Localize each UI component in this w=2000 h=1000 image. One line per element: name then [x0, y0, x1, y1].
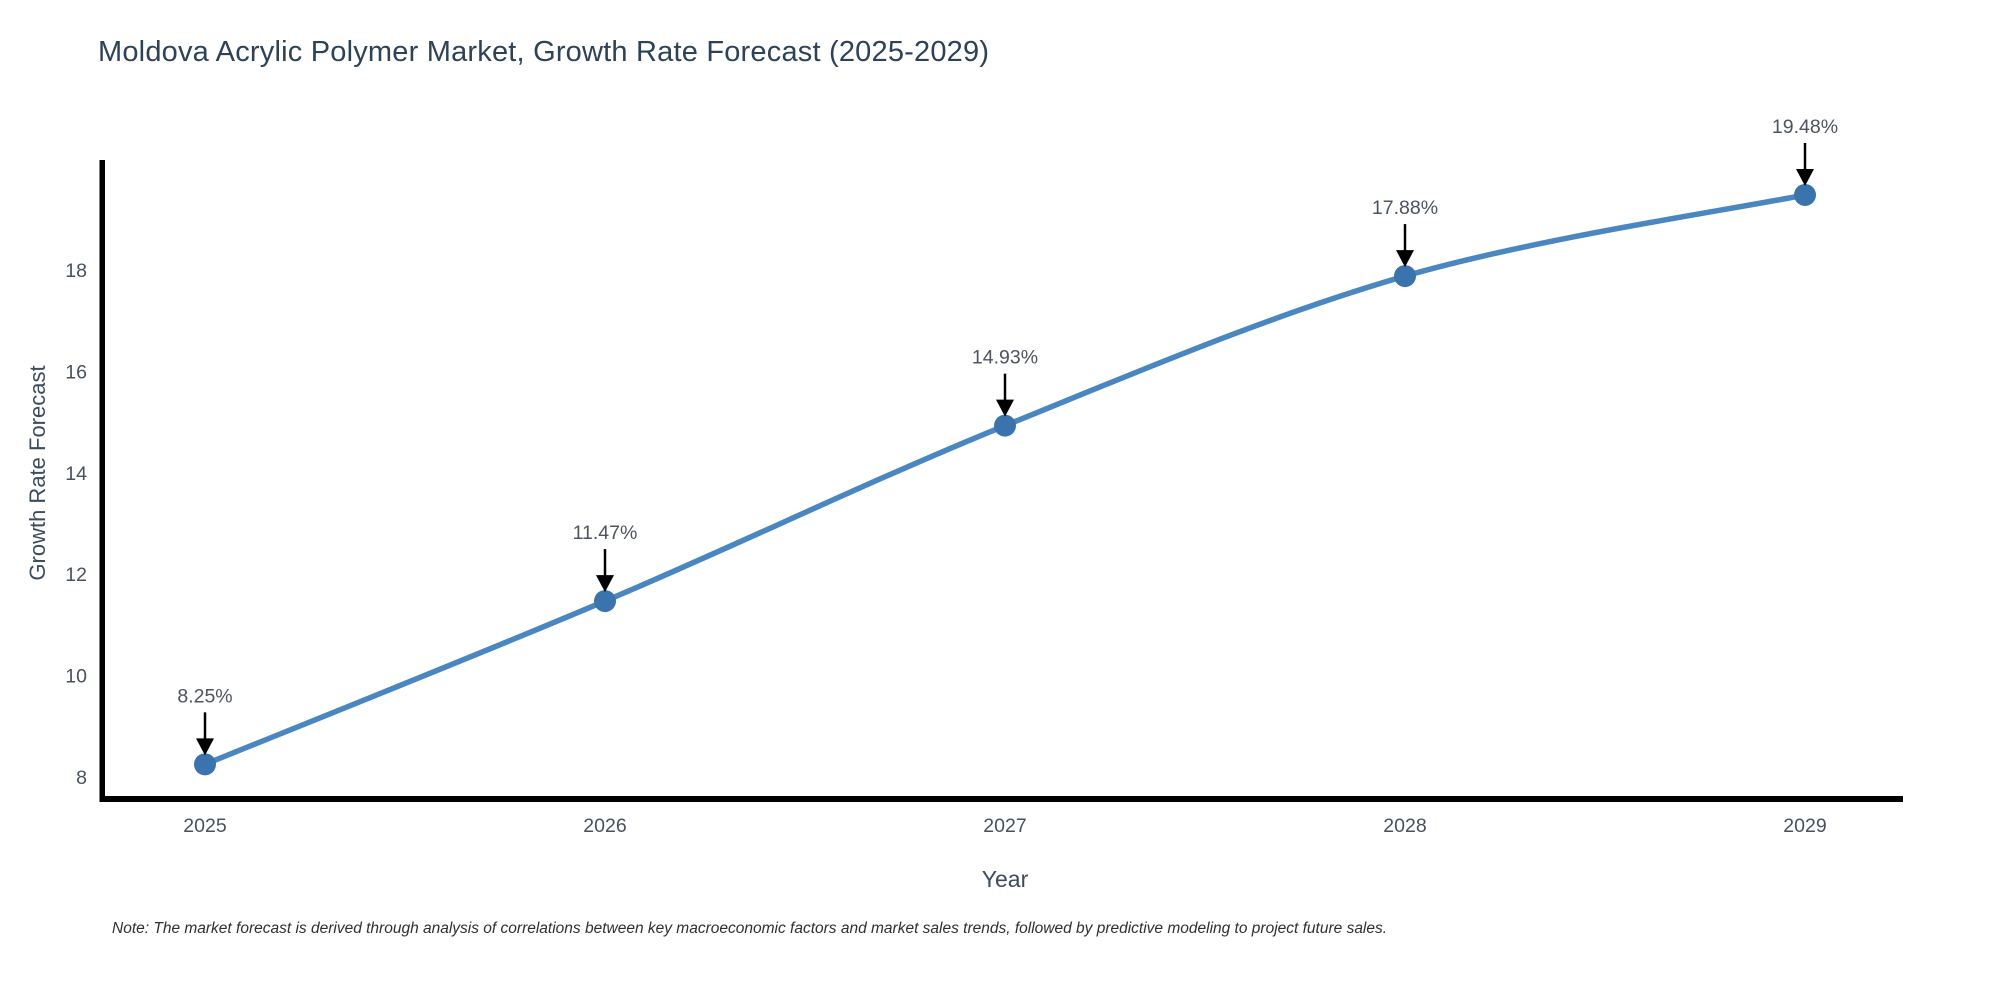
y-tick-label: 12 — [65, 564, 87, 586]
x-axis-title: Year — [981, 866, 1029, 892]
annotation-arrow-head-icon — [596, 575, 614, 593]
data-point-label: 8.25% — [177, 685, 232, 707]
x-tick-label: 2028 — [1383, 815, 1426, 837]
chart-note: Note: The market forecast is derived thr… — [112, 920, 1388, 937]
data-point-marker[interactable] — [994, 414, 1016, 437]
annotation-arrow-head-icon — [196, 738, 214, 756]
annotation-arrow-head-icon — [1796, 168, 1814, 186]
x-axis-spine — [99, 796, 1903, 802]
annotation-arrow-head-icon — [1396, 250, 1414, 268]
y-axis-title: Growth Rate Forecast — [25, 365, 50, 581]
data-point-marker[interactable] — [1794, 183, 1816, 206]
annotation-arrow-head-icon — [996, 399, 1014, 417]
data-point-marker[interactable] — [194, 753, 216, 776]
page-title: Moldova Acrylic Polymer Market, Growth R… — [98, 36, 990, 68]
y-tick-label: 10 — [65, 666, 87, 688]
y-axis-spine — [99, 160, 105, 802]
data-point-label: 17.88% — [1372, 197, 1438, 219]
x-tick-label: 2025 — [183, 815, 227, 837]
y-tick-label: 8 — [76, 767, 87, 789]
x-tick-label: 2029 — [1783, 815, 1826, 837]
y-tick-label: 18 — [65, 260, 87, 282]
data-point-label: 14.93% — [972, 347, 1038, 369]
x-tick-label: 2026 — [583, 815, 626, 837]
forecast-line — [202, 192, 1808, 768]
y-tick-label: 14 — [65, 463, 87, 485]
data-point-label: 11.47% — [573, 522, 638, 544]
y-tick-label: 16 — [65, 361, 87, 383]
data-point-marker[interactable] — [594, 590, 616, 613]
x-tick-label: 2027 — [983, 815, 1026, 837]
data-point-label: 19.48% — [1772, 116, 1838, 138]
data-point-marker[interactable] — [1394, 265, 1416, 288]
